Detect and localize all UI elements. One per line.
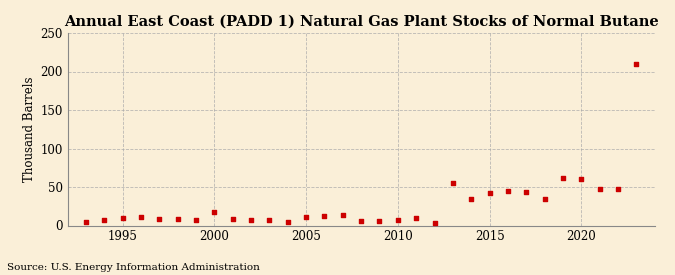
Point bbox=[613, 186, 624, 191]
Point bbox=[282, 220, 293, 225]
Point bbox=[227, 217, 238, 222]
Point bbox=[576, 176, 587, 181]
Point bbox=[429, 221, 440, 226]
Point bbox=[80, 219, 91, 224]
Point bbox=[300, 215, 311, 219]
Point bbox=[411, 216, 422, 220]
Point bbox=[136, 215, 146, 219]
Point bbox=[190, 218, 201, 222]
Point bbox=[631, 62, 642, 66]
Point bbox=[466, 196, 477, 201]
Point bbox=[521, 190, 532, 195]
Y-axis label: Thousand Barrels: Thousand Barrels bbox=[23, 76, 36, 182]
Point bbox=[594, 186, 605, 191]
Point bbox=[558, 175, 568, 180]
Point bbox=[319, 214, 330, 218]
Point bbox=[484, 191, 495, 195]
Point bbox=[154, 216, 165, 221]
Text: Source: U.S. Energy Information Administration: Source: U.S. Energy Information Administ… bbox=[7, 263, 260, 272]
Point bbox=[246, 218, 256, 222]
Point bbox=[356, 219, 367, 223]
Point bbox=[338, 213, 348, 218]
Point bbox=[448, 181, 458, 185]
Point bbox=[99, 218, 109, 222]
Point bbox=[374, 219, 385, 223]
Point bbox=[264, 218, 275, 222]
Point bbox=[502, 189, 513, 193]
Point bbox=[172, 217, 183, 222]
Point bbox=[117, 216, 128, 220]
Point bbox=[209, 210, 220, 214]
Point bbox=[539, 196, 550, 201]
Title: Annual East Coast (PADD 1) Natural Gas Plant Stocks of Normal Butane: Annual East Coast (PADD 1) Natural Gas P… bbox=[63, 15, 659, 29]
Point bbox=[392, 218, 403, 222]
